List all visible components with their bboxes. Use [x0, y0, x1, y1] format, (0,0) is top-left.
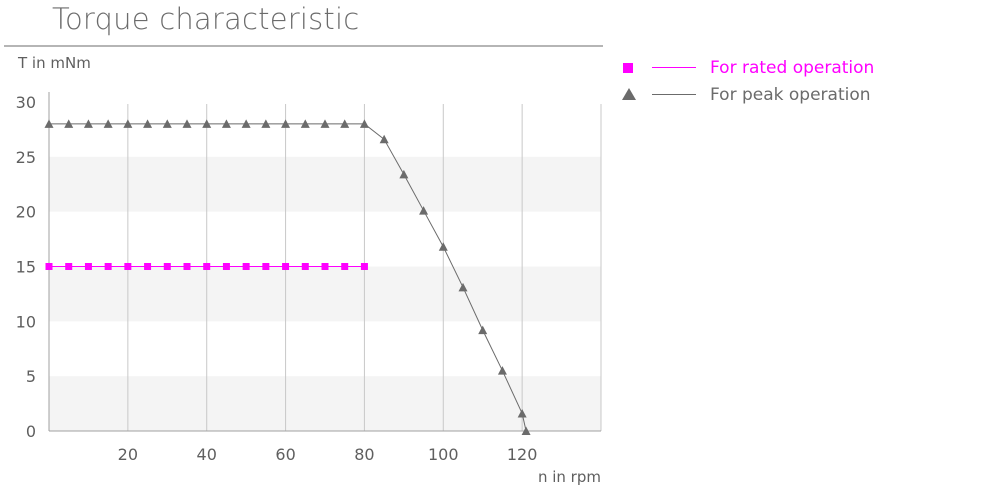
y-tick-label: 10: [16, 312, 36, 331]
data-point-peak: [44, 119, 54, 128]
x-tick-label: 20: [118, 445, 138, 464]
data-point-rated: [183, 263, 191, 270]
y-tick-label: 15: [16, 258, 36, 277]
data-point-peak: [64, 119, 74, 128]
data-point-peak: [320, 119, 330, 128]
data-point-peak: [458, 282, 468, 292]
data-point-rated: [104, 263, 112, 270]
data-point-rated: [144, 263, 152, 270]
y-tick-label: 5: [26, 367, 36, 386]
data-point-peak: [478, 325, 488, 335]
legend-triangle-marker-icon: [622, 88, 636, 100]
data-point-peak: [497, 366, 507, 375]
data-point-peak: [359, 119, 369, 128]
y-tick-label: 30: [16, 93, 36, 112]
data-point-rated: [203, 263, 211, 270]
series-line-1: [49, 123, 527, 432]
x-tick-labels: 20 40 60 80 100 120: [118, 445, 538, 464]
x-axis-label: n in rpm: [538, 468, 601, 486]
data-point-peak: [123, 119, 133, 128]
series-markers: [44, 119, 531, 435]
grid-band: [49, 156, 601, 212]
data-point-rated: [321, 263, 329, 270]
data-point-peak: [399, 169, 409, 179]
data-point-rated: [341, 263, 349, 270]
data-point-peak: [241, 119, 251, 128]
data-point-rated: [360, 263, 368, 270]
x-tick-label: 120: [507, 445, 538, 464]
data-point-peak: [281, 119, 291, 128]
y-tick-label: 0: [26, 422, 36, 441]
data-point-rated: [163, 263, 171, 270]
data-point-peak: [261, 119, 271, 128]
data-point-rated: [301, 263, 309, 270]
legend-label-peak: For peak operation: [710, 85, 871, 105]
grid-band: [49, 376, 601, 431]
data-point-peak: [521, 426, 531, 435]
x-tick-label: 80: [354, 445, 374, 464]
data-point-rated: [84, 263, 92, 270]
data-point-rated: [65, 263, 73, 270]
data-point-rated: [45, 263, 53, 270]
data-point-peak: [83, 119, 93, 128]
y-tick-labels: 0 5 10 15 20 25 30: [16, 93, 36, 441]
data-point-peak: [162, 119, 172, 128]
data-point-peak: [300, 119, 310, 128]
grid-bands: [49, 156, 601, 431]
data-point-peak: [103, 119, 113, 128]
data-point-peak: [419, 206, 429, 215]
data-point-rated: [124, 263, 132, 270]
axes: [4, 45, 603, 432]
legend-label-rated: For rated operation: [710, 58, 875, 78]
x-tick-label: 40: [197, 445, 217, 464]
data-point-peak: [182, 119, 192, 128]
data-point-peak: [221, 119, 231, 128]
legend-line-peak: [652, 94, 696, 95]
data-point-rated: [222, 263, 230, 270]
x-tick-label: 100: [428, 445, 459, 464]
x-tick-label: 60: [275, 445, 295, 464]
grid-band: [49, 266, 601, 322]
data-point-peak: [143, 119, 153, 128]
y-axis-label: T in mNm: [17, 54, 91, 72]
data-point-rated: [282, 263, 290, 270]
data-point-rated: [262, 263, 270, 270]
chart-title: Torque characteristic: [52, 2, 360, 36]
data-point-peak: [202, 119, 212, 128]
data-point-peak: [517, 408, 527, 418]
data-point-peak: [340, 119, 350, 128]
data-point-peak: [438, 242, 448, 251]
y-tick-label: 25: [16, 148, 36, 167]
data-point-peak: [379, 134, 389, 144]
data-point-rated: [242, 263, 250, 270]
y-tick-label: 20: [16, 203, 36, 222]
legend-line-rated: [652, 67, 696, 68]
legend-square-marker-icon: [623, 63, 633, 73]
